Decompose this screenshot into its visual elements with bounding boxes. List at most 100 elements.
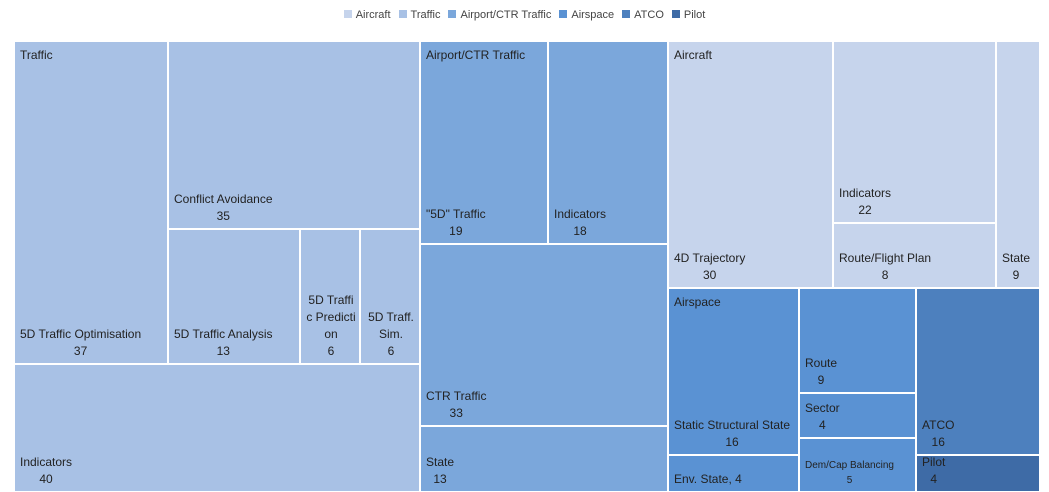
leaf-name: 4D Trajectory [674,251,746,265]
group-label: Airport/CTR Traffic [426,48,526,62]
leaf-label-box: 5D Traff. Sim. 6 [366,309,416,360]
leaf-value: 18 [573,224,587,238]
legend-label: Airspace [571,9,615,21]
leaf-value: 13 [433,472,447,486]
tile: Traffic 5D Traffic Optimisation 37 [14,41,168,364]
leaf-label-box: "5D" Traffic 19 [426,206,486,240]
legend-item: Airspace [559,9,614,21]
leaf-value: 6 [387,344,395,358]
leaf-name: Indicators [20,455,73,469]
leaf-name: CTR Traffic [426,389,487,403]
tile: Airport/CTR Traffic "5D" Traffic 19 [420,41,548,244]
leaf-name: Static Structural State [674,418,791,432]
leaf-label-box: Pilot 4 [922,455,946,488]
leaf-label: Conflict Avoidance 35 [174,191,416,225]
leaf-value: 8 [881,268,889,282]
leaf-label: Indicators 22 [839,185,992,219]
leaf-label: State 9 [1002,250,1036,284]
leaf-name: Indicators [839,186,892,200]
tile: 5D Traff. Sim. 6 [360,229,420,364]
leaf-label: State 13 [426,454,664,488]
legend-swatch [398,10,407,18]
legend-label: Airport/CTR Traffic [460,9,552,21]
leaf-value: 30 [703,268,717,282]
leaf-value: 19 [449,224,463,238]
leaf-label-box: Sector 4 [805,400,840,434]
legend-swatch [448,10,457,18]
leaf-name: Sector [805,401,840,415]
tile: Indicators 22 [833,41,996,223]
leaf-name: Indicators [554,207,607,221]
leaf-label-box: CTR Traffic 33 [426,388,486,422]
leaf-name: Env. State, 4 [674,472,742,486]
leaf-label: Env. State, 4 [674,471,795,488]
group-label: Airspace [674,295,721,309]
leaf-label: Static Structural State 16 [674,417,795,451]
tile: Route 9 [799,288,916,393]
leaf-label: 4D Trajectory 30 [674,250,829,284]
leaf-value: 35 [216,209,230,223]
leaf-name: 5D Traffic Analysis [174,327,273,341]
leaf-label-box: Indicators 18 [554,206,606,240]
legend-item: Traffic [398,9,441,21]
leaf-name: 5D Traffic Prediction [306,293,356,341]
leaf-label-box: Conflict Avoidance 35 [174,191,273,225]
tile: 5D Traffic Analysis 13 [168,229,300,364]
leaf-name: Route/Flight Plan [839,251,932,265]
legend: Aircraft Traffic Airport/CTR Traffic Airspa… [0,9,1049,21]
group-label: Traffic [20,48,53,62]
leaf-label-box: Indicators 40 [20,454,72,488]
legend-swatch [671,10,680,18]
leaf-label-box: Static Structural State 16 [674,417,790,451]
tile: Dem/Cap Balancing 5 [799,438,916,492]
leaf-name: State [426,455,455,469]
legend-label: Aircraft [355,9,391,21]
leaf-label: Sector 4 [805,400,912,434]
leaf-value: 37 [73,344,88,358]
tile: Conflict Avoidance 35 [168,41,420,229]
leaf-label: Pilot 4 [922,455,1036,488]
legend-swatch [622,10,631,18]
legend-label: Pilot [683,9,706,21]
leaf-name: Conflict Avoidance [174,192,273,206]
leaf-name: 5D Traff. Sim. [368,310,414,341]
leaf-label: CTR Traffic 33 [426,388,664,422]
leaf-value: 9 [1012,268,1020,282]
leaf-value: 9 [817,373,825,387]
leaf-value: 5 [846,475,853,486]
leaf-label: 5D Traffic Analysis 13 [174,326,296,360]
leaf-label: 5D Traff. Sim. 6 [366,309,416,360]
leaf-label-box: Dem/Cap Balancing 5 [805,458,894,488]
tile: Indicators 18 [548,41,668,244]
leaf-value: 16 [931,435,945,449]
leaf-label: 5D Traffic Prediction 6 [306,292,356,360]
tile: ATCO 16 [916,288,1040,455]
tile: Route/Flight Plan 8 [833,223,996,288]
legend-label: Traffic [410,9,441,21]
legend-label: ATCO [634,9,664,21]
leaf-label: ATCO 16 [922,417,1036,451]
leaf-name: Dem/Cap Balancing [805,460,894,471]
leaf-label-box: State 13 [426,454,454,488]
tile: State 9 [996,41,1040,288]
leaf-label: "5D" Traffic 19 [426,206,544,240]
tile: Sector 4 [799,393,916,438]
legend-swatch [559,10,568,18]
leaf-label: 5D Traffic Optimisation 37 [20,326,164,360]
leaf-value: 40 [39,472,53,486]
tile: 5D Traffic Prediction 6 [300,229,360,364]
leaf-name: ATCO [922,418,955,432]
leaf-label: Route 9 [805,355,912,389]
tile: Airspace Static Structural State 16 [668,288,799,455]
leaf-label: Route/Flight Plan 8 [839,250,992,284]
leaf-label-box: Route 9 [805,355,837,389]
leaf-name: Pilot [922,455,946,469]
leaf-label-box: Route/Flight Plan 8 [839,250,931,284]
leaf-value: 33 [449,406,463,420]
leaf-name: 5D Traffic Optimisation [20,327,142,341]
leaf-value: 22 [858,203,872,217]
leaf-name: "5D" Traffic [426,207,486,221]
leaf-label: Dem/Cap Balancing 5 [805,458,912,488]
tile: State 13 [420,426,668,492]
